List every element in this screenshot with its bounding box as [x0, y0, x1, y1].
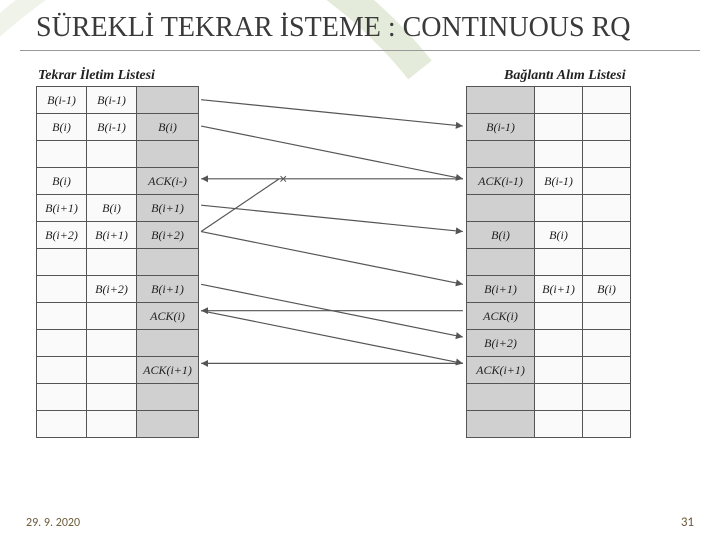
message-lines: ×: [198, 86, 466, 506]
message-line: [201, 311, 463, 364]
rx-cell: [535, 114, 583, 141]
tx-cell: [87, 330, 137, 357]
rx-cell: B(i+2): [467, 330, 535, 357]
tx-cell: [37, 249, 87, 276]
tx-cell: [87, 249, 137, 276]
footer-page: 31: [681, 515, 694, 530]
rx-cell: [583, 330, 631, 357]
tx-cell: B(i+1): [87, 222, 137, 249]
tx-cell: B(i+1): [137, 195, 199, 222]
tx-cell: [137, 411, 199, 438]
rx-cell: [467, 195, 535, 222]
rx-cell: B(i): [583, 276, 631, 303]
tx-cell: [37, 411, 87, 438]
rx-cell: [583, 411, 631, 438]
rx-cell: [583, 87, 631, 114]
rx-table: B(i-1)ACK(i-1)B(i-1)B(i)B(i)B(i+1)B(i+1)…: [466, 86, 631, 438]
tx-cell: B(i+1): [37, 195, 87, 222]
rx-cell: [583, 384, 631, 411]
rx-cell: [535, 384, 583, 411]
arq-diagram: Tekrar İletim Listesi Bağlantı Alım List…: [36, 60, 684, 500]
rx-cell: [583, 168, 631, 195]
tx-cell: B(i-1): [87, 114, 137, 141]
tx-cell: [87, 141, 137, 168]
tx-cell: [137, 141, 199, 168]
slide-title: SÜREKLİ TEKRAR İSTEME : CONTINUOUS RQ: [36, 12, 631, 44]
rx-cell: [467, 384, 535, 411]
tx-cell: B(i+2): [87, 276, 137, 303]
tx-cell: [37, 357, 87, 384]
rx-cell: [583, 141, 631, 168]
rx-cell: ACK(i): [467, 303, 535, 330]
rx-cell: ACK(i+1): [467, 357, 535, 384]
tx-cell: [87, 168, 137, 195]
rx-cell: [467, 411, 535, 438]
rx-cell: [467, 141, 535, 168]
tx-cell: [87, 411, 137, 438]
rx-cell: [467, 87, 535, 114]
message-line: [201, 179, 279, 232]
rx-cell: B(i-1): [467, 114, 535, 141]
tx-cell: ACK(i-): [137, 168, 199, 195]
tx-cell: B(i+2): [37, 222, 87, 249]
tx-cell: B(i-1): [87, 87, 137, 114]
message-line: [201, 126, 463, 179]
rx-cell: [583, 249, 631, 276]
tx-cell: B(i-1): [37, 87, 87, 114]
rx-list-header: Bağlantı Alım Listesi: [504, 68, 626, 84]
tx-cell: [37, 384, 87, 411]
rx-cell: [535, 141, 583, 168]
rx-cell: [583, 303, 631, 330]
tx-cell: B(i): [37, 114, 87, 141]
rx-cell: [535, 87, 583, 114]
tx-table: B(i-1)B(i-1)B(i)B(i-1)B(i)B(i)ACK(i-)B(i…: [36, 86, 199, 438]
rx-cell: [535, 411, 583, 438]
rx-cell: [535, 357, 583, 384]
tx-cell: [37, 141, 87, 168]
rx-cell: B(i+1): [535, 276, 583, 303]
tx-cell: [137, 330, 199, 357]
tx-cell: [137, 87, 199, 114]
rx-cell: [583, 357, 631, 384]
tx-cell: B(i): [37, 168, 87, 195]
tx-cell: ACK(i+1): [137, 357, 199, 384]
rx-cell: B(i-1): [535, 168, 583, 195]
tx-cell: B(i): [137, 114, 199, 141]
rx-cell: B(i+1): [467, 276, 535, 303]
tx-cell: ACK(i): [137, 303, 199, 330]
tx-cell: [37, 303, 87, 330]
rx-cell: [583, 222, 631, 249]
tx-cell: [37, 276, 87, 303]
message-line: [201, 100, 463, 126]
message-line: [201, 205, 463, 231]
rx-cell: ACK(i-1): [467, 168, 535, 195]
rx-cell: [583, 195, 631, 222]
tx-cell: [37, 330, 87, 357]
rx-cell: [535, 249, 583, 276]
tx-cell: [87, 357, 137, 384]
loss-mark: ×: [279, 172, 287, 187]
tx-cell: [87, 303, 137, 330]
rx-cell: [467, 249, 535, 276]
tx-cell: [137, 384, 199, 411]
tx-cell: [87, 384, 137, 411]
tx-list-header: Tekrar İletim Listesi: [38, 68, 155, 84]
rx-cell: B(i): [535, 222, 583, 249]
tx-cell: B(i+1): [137, 276, 199, 303]
tx-cell: [137, 249, 199, 276]
rx-cell: [535, 195, 583, 222]
rx-cell: [535, 330, 583, 357]
footer-date: 29. 9. 2020: [26, 516, 80, 530]
tx-cell: B(i): [87, 195, 137, 222]
rx-cell: [583, 114, 631, 141]
message-line: [201, 232, 463, 285]
rx-cell: B(i): [467, 222, 535, 249]
tx-cell: B(i+2): [137, 222, 199, 249]
title-underline: [20, 50, 700, 51]
rx-cell: [535, 303, 583, 330]
